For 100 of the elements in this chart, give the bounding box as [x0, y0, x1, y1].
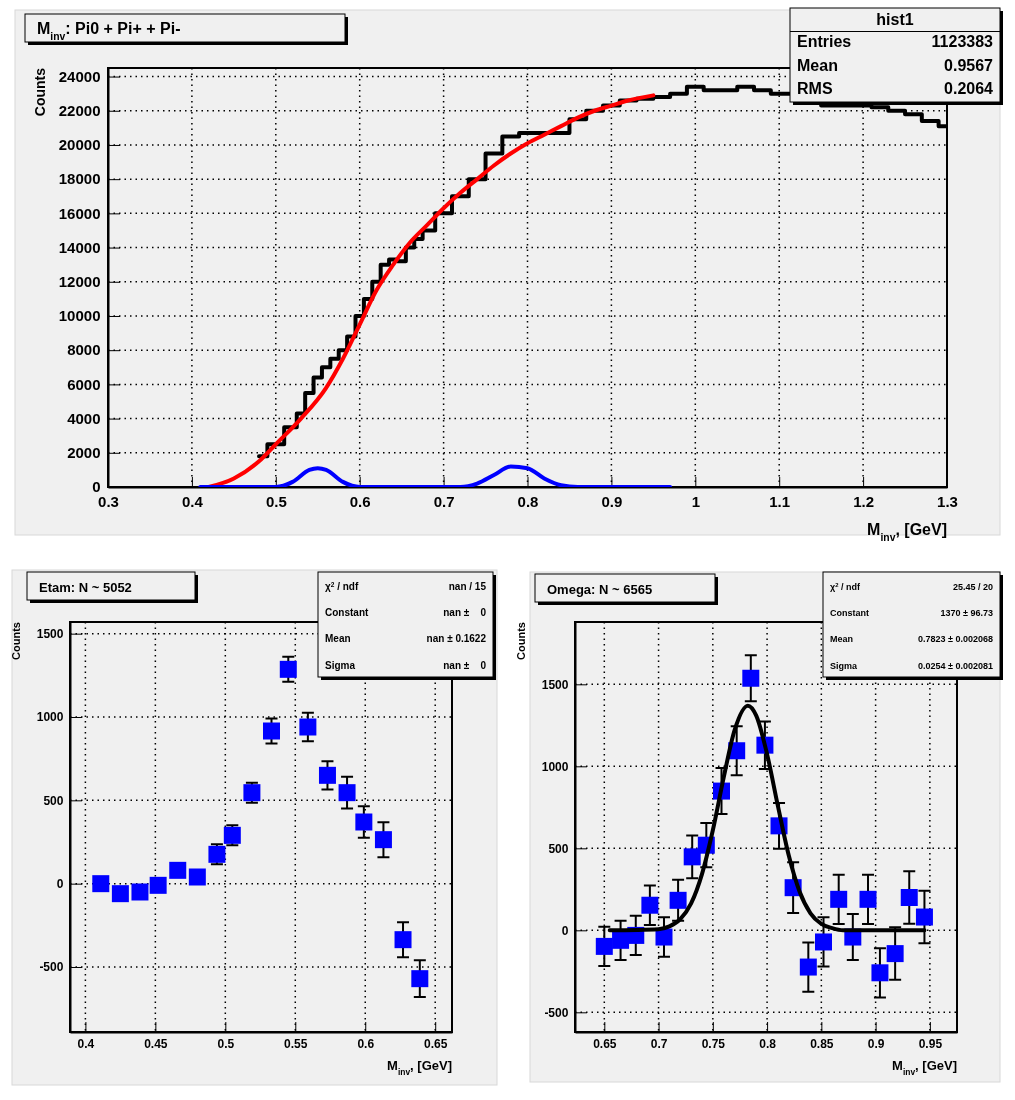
annotation: Mean	[830, 634, 854, 645]
y-tick-label: 12000	[58, 273, 101, 291]
point	[915, 908, 933, 926]
point	[799, 958, 817, 976]
y-tick-label: 22000	[58, 102, 101, 120]
text: nan / 15	[448, 580, 487, 592]
point	[612, 931, 630, 949]
annotation: nan ± 0.1622	[426, 633, 487, 645]
point	[149, 876, 167, 894]
text: nan ± 0	[443, 607, 487, 619]
point	[394, 931, 412, 949]
point	[299, 718, 317, 736]
annotation: RMS	[797, 80, 833, 98]
x-tick-label: 0.9	[601, 492, 623, 510]
point	[886, 945, 904, 963]
y-tick-label: 0	[92, 478, 101, 496]
chart-title: Omega: N ~ 6565	[547, 582, 653, 597]
point	[262, 722, 280, 740]
point	[641, 896, 659, 914]
x-tick-label: 1.2	[853, 492, 875, 510]
point	[815, 933, 833, 951]
text: 1370 ± 96.73	[940, 608, 993, 619]
x-tick-label: 0.95	[918, 1037, 943, 1052]
y-tick-label: 1500	[36, 627, 64, 642]
point	[111, 885, 129, 903]
y-tick-label: 16000	[58, 204, 101, 222]
annotation: Mean	[797, 56, 838, 74]
x-tick-label: 0.7	[650, 1037, 668, 1052]
annotation: 0.9567	[944, 56, 994, 74]
x-tick-label: 0.65	[593, 1037, 617, 1052]
point	[900, 889, 918, 907]
point	[355, 813, 373, 831]
y-tick-label: -500	[544, 1005, 569, 1020]
point	[871, 964, 889, 982]
y-tick-label: 24000	[58, 67, 101, 85]
x-axis-title: M$_{inv}$, [GeV]	[387, 1058, 452, 1078]
x-tick-label: 0.9	[867, 1037, 885, 1052]
point	[683, 848, 701, 866]
chart-title: Etam: N ~ 5052	[39, 580, 132, 595]
point	[595, 937, 613, 955]
x-tick-label: 0.3	[98, 492, 119, 510]
y-tick-label: -500	[39, 960, 64, 975]
x-tick-label: 0.65	[424, 1037, 448, 1052]
point	[859, 890, 877, 908]
line-series	[198, 464, 673, 487]
y-tick-label: 2000	[67, 444, 101, 462]
point	[188, 868, 206, 886]
point	[374, 831, 392, 849]
text: Constant	[325, 607, 369, 619]
text: χ$^{2}$ / ndf	[830, 581, 861, 592]
point	[830, 890, 848, 908]
annotation: Sigma	[325, 659, 356, 671]
x-tick-label: 0.85	[810, 1037, 834, 1052]
x-tick-label: 0.75	[701, 1037, 726, 1052]
y-tick-label: 500	[43, 793, 64, 808]
text: Entries	[797, 33, 852, 51]
point	[338, 784, 356, 802]
x-tick-label: 0.8	[759, 1037, 777, 1052]
text: χ$^{2}$ / ndf	[325, 580, 359, 592]
y-tick-label: 0	[561, 923, 569, 938]
text: Constant	[830, 608, 869, 619]
point	[318, 766, 336, 784]
x-tick-label: 0.5	[265, 492, 287, 510]
chart-title: M$_{inv}$: Pi0 + Pi+ + Pi-	[37, 20, 181, 42]
y-tick-label: 0	[56, 877, 64, 892]
y-tick-label: 8000	[67, 341, 101, 359]
annotation: 0.7823 ± 0.002068	[917, 634, 993, 645]
text: 25.45 / 20	[952, 581, 993, 592]
annotation: 0.2064	[944, 80, 994, 98]
y-tick-label: 500	[548, 841, 569, 856]
x-axis-title: M$_{inv}$, [GeV]	[892, 1058, 957, 1078]
y-axis-title: Counts	[32, 67, 48, 117]
y-tick-label: 20000	[58, 136, 101, 154]
y-tick-label: 14000	[58, 238, 101, 256]
x-tick-label: 0.4	[77, 1037, 95, 1052]
x-tick-label: 0.45	[144, 1037, 168, 1052]
y-tick-label: 10000	[58, 307, 101, 325]
annotation: Sigma	[830, 660, 858, 671]
y-axis-title: Counts	[514, 622, 527, 660]
x-tick-label: 1.3	[937, 492, 958, 510]
x-tick-label: 0.55	[284, 1037, 308, 1052]
y-tick-label: 1500	[541, 677, 569, 692]
y-tick-label: 1000	[541, 759, 569, 774]
annotation: Mean	[325, 633, 351, 645]
y-tick-label: 6000	[67, 375, 101, 393]
point	[669, 891, 687, 909]
x-tick-label: 0.5	[217, 1037, 235, 1052]
y-axis-title: Counts	[9, 622, 22, 660]
point	[169, 861, 187, 879]
x-tick-label: 1	[691, 492, 700, 510]
x-tick-label: 0.8	[517, 492, 539, 510]
y-tick-label: 1000	[36, 710, 64, 725]
annotation: nan ± 0	[443, 659, 487, 671]
point	[742, 669, 760, 687]
x-axis-title: M$_{inv}$, [GeV]	[867, 521, 947, 543]
y-tick-label: 4000	[67, 409, 101, 427]
point	[92, 875, 110, 893]
y-tick-label: 18000	[58, 170, 101, 188]
x-tick-label: 0.6	[357, 1037, 375, 1052]
text: hist1	[876, 10, 914, 28]
